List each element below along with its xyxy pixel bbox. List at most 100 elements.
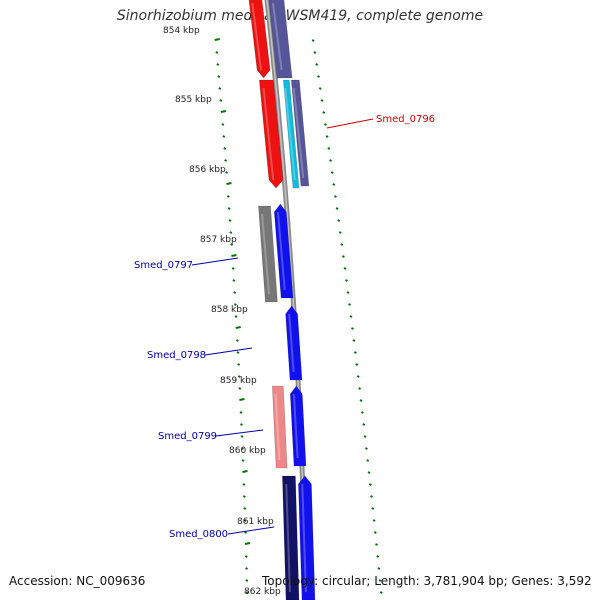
gene-label-leader bbox=[326, 118, 374, 129]
tick-mark bbox=[241, 459, 245, 462]
tick-mark bbox=[366, 459, 370, 462]
tick-mark bbox=[216, 63, 220, 66]
tick-mark bbox=[315, 63, 319, 66]
tick-mark bbox=[346, 291, 350, 294]
gene-arrow bbox=[248, 0, 271, 79]
kbp-labels: 854 kbp 855 kbp 856 kbp 857 kbp 858 kbp … bbox=[163, 26, 281, 597]
tick-mark bbox=[236, 351, 240, 354]
tick-mark bbox=[363, 435, 367, 438]
gene-arrow-shine bbox=[284, 87, 296, 181]
gene-label-smed-0797[interactable]: Smed_0797 bbox=[134, 260, 193, 271]
tick-mark bbox=[235, 326, 241, 329]
tick-mark bbox=[233, 303, 237, 306]
gene-label-group: Smed_0796 Smed_0797 Smed_0798 Smed_0799 … bbox=[134, 114, 435, 540]
tick-mark bbox=[215, 51, 219, 54]
tick-mark bbox=[221, 123, 225, 126]
tick-mark bbox=[330, 171, 334, 174]
tick-mark bbox=[224, 159, 228, 162]
tick-mark bbox=[244, 555, 248, 558]
tick-mark bbox=[217, 75, 221, 78]
tick-mark bbox=[360, 411, 364, 414]
tick-mark bbox=[245, 579, 249, 582]
gene-arrow-shine bbox=[261, 213, 270, 295]
tick-mark bbox=[352, 339, 356, 342]
tick-mark bbox=[239, 398, 245, 401]
tick-mark bbox=[237, 375, 241, 378]
tick-mark bbox=[358, 387, 362, 390]
tick-mark bbox=[243, 507, 247, 510]
tick-mark bbox=[338, 231, 342, 234]
gene-label-smed-0796[interactable]: Smed_0796 bbox=[376, 114, 435, 125]
tick-mark bbox=[377, 567, 381, 570]
tick-mark bbox=[241, 447, 244, 450]
tick-mark bbox=[240, 423, 243, 426]
tick-mark bbox=[239, 411, 243, 414]
tick-mark bbox=[362, 423, 366, 426]
tick-mark bbox=[222, 135, 226, 138]
tick-mark bbox=[237, 363, 241, 366]
tick-mark bbox=[348, 303, 351, 306]
gene-label-smed-0799[interactable]: Smed_0799 bbox=[158, 431, 217, 442]
tick-mark bbox=[242, 495, 246, 498]
gene-arrow-shine bbox=[301, 483, 307, 593]
kbp-label: 858 kbp bbox=[211, 305, 248, 315]
gene-arrow-shine bbox=[274, 393, 281, 461]
tick-mark bbox=[317, 75, 320, 78]
gene-label-smed-0800[interactable]: Smed_0800 bbox=[169, 529, 228, 540]
tick-mark bbox=[227, 207, 231, 210]
tick-mark bbox=[318, 87, 322, 90]
gene-arrow bbox=[285, 305, 303, 381]
inner-tick-track bbox=[214, 38, 251, 594]
tick-mark bbox=[341, 255, 345, 258]
gene-arrow bbox=[282, 475, 300, 600]
tick-mark bbox=[368, 483, 372, 486]
map-title: Sinorhizobium medicae WSM419, complete g… bbox=[116, 8, 484, 24]
tick-mark bbox=[226, 182, 232, 185]
tick-mark bbox=[337, 219, 341, 222]
tick-mark bbox=[242, 470, 248, 473]
tick-mark bbox=[223, 147, 227, 150]
tick-mark bbox=[244, 542, 251, 545]
tick-mark bbox=[329, 159, 332, 162]
gene-arrow-shine bbox=[271, 2, 283, 71]
tick-mark bbox=[320, 99, 324, 102]
tick-mark bbox=[231, 267, 235, 270]
tick-mark bbox=[244, 531, 248, 534]
gene-arrow bbox=[258, 79, 284, 189]
tick-mark bbox=[370, 495, 374, 498]
tick-mark bbox=[376, 555, 380, 558]
tick-mark bbox=[311, 39, 315, 42]
gene-arrow bbox=[271, 385, 288, 469]
tick-mark bbox=[234, 315, 238, 318]
tick-mark bbox=[379, 591, 383, 594]
tick-mark bbox=[322, 111, 326, 114]
tick-mark bbox=[349, 315, 353, 318]
gene-arrow-shine bbox=[292, 393, 299, 459]
kbp-label: 862 kbp bbox=[244, 587, 281, 597]
gene-arrow-shine bbox=[288, 313, 295, 373]
tick-mark bbox=[372, 519, 376, 522]
gene-arrow bbox=[258, 205, 278, 303]
tick-mark bbox=[245, 567, 249, 570]
kbp-label: 860 kbp bbox=[229, 446, 266, 456]
gene-arrow bbox=[282, 79, 300, 189]
gene-label-leader bbox=[227, 526, 275, 535]
tick-mark bbox=[335, 207, 339, 210]
gene-label-leader bbox=[204, 347, 253, 356]
tick-mark bbox=[359, 399, 363, 402]
tick-mark bbox=[242, 483, 246, 486]
tick-mark bbox=[220, 110, 227, 113]
tick-mark bbox=[375, 543, 378, 546]
kbp-label: 861 kbp bbox=[237, 517, 274, 527]
gene-arrow-shine bbox=[285, 483, 291, 593]
tick-mark bbox=[340, 243, 344, 246]
tick-mark bbox=[229, 231, 233, 234]
gene-label-smed-0798[interactable]: Smed_0798 bbox=[147, 350, 206, 361]
gene-features bbox=[248, 0, 316, 600]
gene-arrow bbox=[268, 0, 293, 79]
tick-mark bbox=[334, 195, 337, 198]
gene-arrow-shine bbox=[276, 211, 286, 291]
tick-mark bbox=[378, 579, 382, 582]
tick-mark bbox=[345, 279, 348, 282]
